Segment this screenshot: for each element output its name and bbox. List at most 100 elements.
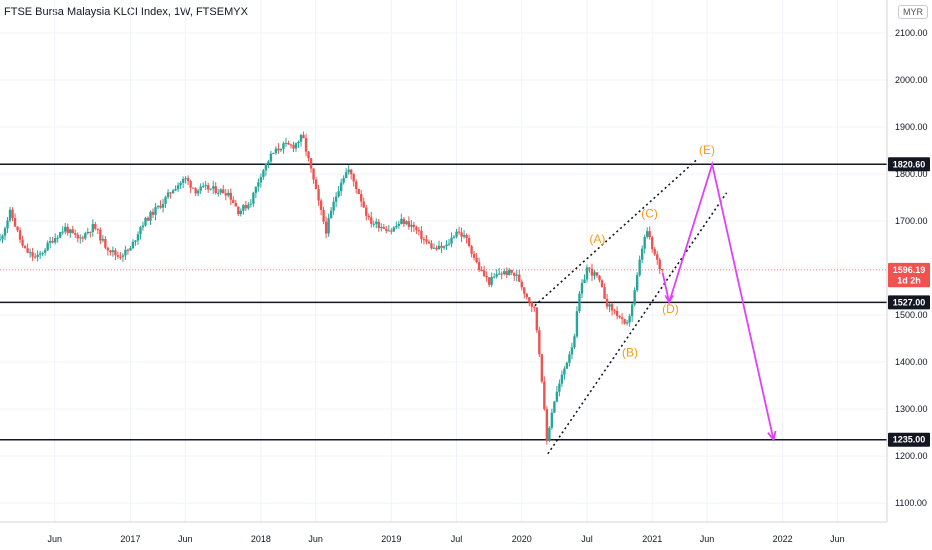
candle-body	[405, 221, 408, 225]
trendlines[interactable]	[534, 159, 728, 455]
candle-body	[410, 224, 413, 227]
candle-body	[1, 235, 4, 239]
candle-body	[377, 221, 380, 229]
candle-body	[119, 256, 122, 258]
candle-body	[322, 209, 325, 222]
x-tick-label: 2018	[251, 534, 271, 544]
candles	[0, 131, 664, 445]
candle-body	[375, 221, 378, 224]
candle-body	[432, 247, 436, 249]
candle-body	[339, 182, 343, 192]
candle-body	[412, 224, 416, 228]
wave-label: (E)	[699, 143, 715, 157]
candle-body	[33, 256, 37, 258]
price-tag-label: 1527.00	[893, 297, 926, 307]
candle-body	[462, 235, 466, 237]
candle-body	[600, 280, 604, 288]
candle-body	[41, 252, 44, 254]
candle-body	[437, 245, 441, 250]
x-tick-label: Jun	[308, 534, 323, 544]
candle-body	[568, 354, 571, 363]
price-tag-bg	[888, 273, 930, 288]
candle-body	[0, 238, 2, 240]
candle-body	[66, 226, 69, 233]
candle-body	[156, 205, 160, 208]
x-tick-label: 2019	[381, 534, 401, 544]
candle-body	[257, 182, 260, 187]
x-tick-label: 2017	[120, 534, 140, 544]
candle-body	[327, 218, 330, 234]
projection-path[interactable]	[661, 160, 777, 442]
candle-body	[124, 249, 127, 256]
candle-body	[447, 243, 451, 245]
x-tick-label: 2020	[512, 534, 532, 544]
currency-badge[interactable]: MYR	[898, 5, 928, 19]
candle-body	[151, 211, 155, 215]
candle-body	[651, 237, 654, 250]
y-tick-label: 1900.00	[895, 122, 928, 132]
candle-body	[505, 271, 508, 276]
candle-body	[244, 205, 248, 209]
candle-body	[420, 230, 423, 240]
candle-body	[548, 427, 551, 441]
candle-body	[146, 217, 150, 221]
candle-body	[450, 237, 453, 244]
price-tag-label: 1596.19	[893, 265, 926, 275]
x-tick-label: Jun	[48, 534, 63, 544]
candle-body	[470, 246, 473, 254]
candle-body	[613, 310, 616, 312]
candle-body	[232, 199, 235, 204]
candle-body	[64, 226, 67, 232]
grid	[0, 0, 887, 522]
candle-body	[590, 268, 594, 276]
candle-body	[365, 207, 368, 216]
candle-body	[89, 231, 92, 233]
candle-body	[395, 225, 398, 228]
price-tag-label: 1d 2h	[897, 275, 921, 285]
candle-body	[618, 315, 621, 318]
candle-body	[307, 151, 310, 159]
y-tick-label: 2000.00	[895, 75, 928, 85]
candle-body	[294, 143, 298, 149]
candle-body	[555, 391, 559, 402]
candle-body	[638, 259, 641, 276]
candle-body	[184, 178, 187, 180]
candle-body	[247, 204, 250, 209]
horizontal-levels[interactable]	[0, 163, 887, 441]
candle-body	[528, 297, 531, 303]
candle-body	[144, 217, 147, 226]
candle-body	[6, 220, 9, 229]
candle-body	[565, 362, 569, 369]
candle-body	[623, 319, 626, 324]
candle-body	[91, 224, 95, 233]
candle-body	[553, 401, 556, 413]
candle-body	[585, 267, 589, 280]
candle-body	[402, 218, 406, 225]
candle-body	[189, 181, 192, 188]
candle-body	[96, 228, 100, 230]
candle-body	[262, 170, 265, 178]
candle-body	[460, 232, 463, 237]
candle-body	[99, 229, 102, 241]
candle-body	[625, 322, 629, 324]
candle-body	[292, 145, 295, 149]
candle-body	[355, 181, 358, 190]
candle-body	[212, 186, 215, 189]
wave-label: (B)	[622, 345, 638, 359]
candle-body	[314, 179, 318, 190]
candle-body	[106, 247, 110, 251]
candle-body	[174, 189, 177, 191]
candle-body	[227, 192, 230, 196]
candle-body	[573, 336, 576, 348]
wave-label: (A)	[589, 232, 605, 246]
candle-body	[658, 259, 661, 270]
candle-body	[615, 310, 619, 316]
candle-body	[277, 148, 280, 151]
candle-body	[397, 223, 401, 226]
candle-body	[538, 330, 541, 355]
candle-body	[492, 276, 496, 278]
candle-body	[490, 277, 493, 285]
candle-body	[56, 237, 59, 239]
